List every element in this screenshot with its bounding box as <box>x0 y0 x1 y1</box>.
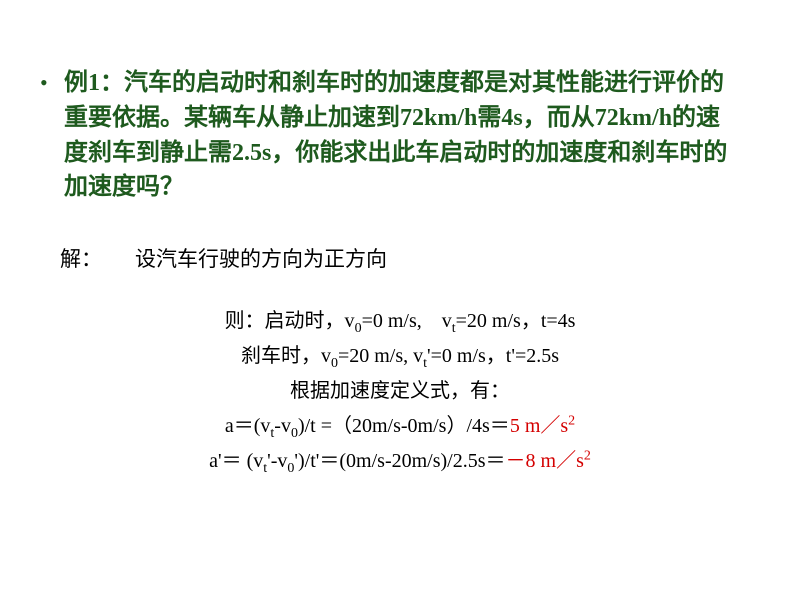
text: 刹车时，v <box>241 345 331 367</box>
text: a'＝ (v <box>209 450 263 472</box>
text: )/t =（20m/s-0m/s）/4s＝ <box>298 415 510 437</box>
problem-label: 例1： <box>64 70 124 96</box>
acceleration-brake: a'＝ (vt'-v0')/t'＝(0m/s-20m/s)/2.5s＝－8 m／… <box>60 444 740 473</box>
text: '=0 m/s，t'=2.5s <box>427 345 559 367</box>
definition-line: 根据加速度定义式，有： <box>60 374 740 403</box>
text: a＝(v <box>225 415 271 437</box>
text: ')/t'＝(0m/s-20m/s)/2.5s＝ <box>294 450 505 472</box>
text: 则：启动时，v <box>225 310 355 332</box>
slide: • 例1：汽车的启动时和刹车时的加速度都是对其性能进行评价的重要依据。某辆车从静… <box>0 0 794 596</box>
result-start: 5 m／s2 <box>510 415 575 437</box>
bullet: • <box>40 70 48 96</box>
sub: 0 <box>291 426 298 441</box>
start-values: 则：启动时，v0=0 m/s, vt=20 m/s，t=4s <box>60 304 740 333</box>
solution-label: 解： <box>60 243 102 273</box>
result-brake: －8 m／s2 <box>506 450 591 472</box>
brake-values: 刹车时，v0=20 m/s, vt'=0 m/s，t'=2.5s <box>60 339 740 368</box>
sup: 2 <box>584 448 591 463</box>
text: =0 m/s, v <box>362 310 452 332</box>
text: =20 m/s, v <box>338 345 423 367</box>
sub: 0 <box>331 356 338 371</box>
text: 8 m／s <box>526 450 584 472</box>
text: -v <box>274 415 291 437</box>
text: '-v <box>267 450 287 472</box>
acceleration-start: a＝(vt-v0)/t =（20m/s-0m/s）/4s＝5 m／s2 <box>60 409 740 438</box>
sup: 2 <box>568 413 575 428</box>
problem-body: 汽车的启动时和刹车时的加速度都是对其性能进行评价的重要依据。某辆车从静止加速到7… <box>64 70 727 200</box>
text: － <box>506 450 526 472</box>
direction-statement: 设汽车行驶的方向为正方向 <box>135 243 387 273</box>
sub: 0 <box>355 321 362 336</box>
text: =20 m/s，t=4s <box>456 310 576 332</box>
problem-text: 例1：汽车的启动时和刹车时的加速度都是对其性能进行评价的重要依据。某辆车从静止加… <box>64 66 744 205</box>
text: 5 m／s <box>510 415 568 437</box>
